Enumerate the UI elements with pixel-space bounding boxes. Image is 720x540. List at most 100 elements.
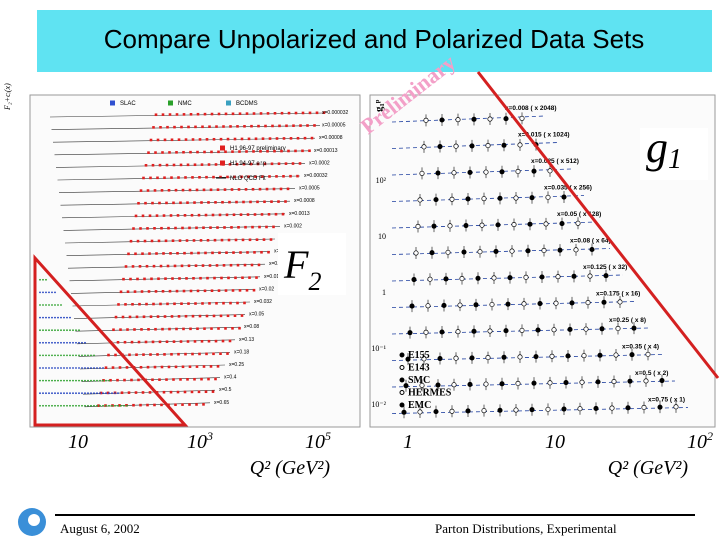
data-point xyxy=(48,316,50,319)
data-point xyxy=(254,175,257,178)
data-point xyxy=(263,200,266,204)
data-point xyxy=(555,274,561,280)
data-point xyxy=(202,365,206,368)
data-point xyxy=(282,174,285,178)
data-point xyxy=(429,250,435,256)
data-point xyxy=(517,354,523,360)
data-point xyxy=(116,341,120,344)
legend-label: NLO QCD Fit xyxy=(230,176,266,182)
data-point xyxy=(250,263,254,267)
data-point xyxy=(72,392,74,395)
data-point xyxy=(222,264,226,267)
data-point xyxy=(501,142,507,148)
bin-label: x=0.08 ( x 64) xyxy=(570,238,611,245)
data-point xyxy=(51,316,53,319)
data-point xyxy=(407,330,413,336)
data-point xyxy=(87,354,89,357)
data-point xyxy=(281,212,285,216)
data-point xyxy=(188,403,191,406)
legend-marker xyxy=(399,390,405,395)
data-point xyxy=(220,276,223,280)
data-point xyxy=(435,170,441,176)
data-point xyxy=(439,117,445,123)
data-point xyxy=(51,341,53,344)
data-point xyxy=(195,403,198,406)
data-point xyxy=(57,329,59,332)
data-point xyxy=(114,392,116,395)
data-point xyxy=(81,392,83,395)
data-point xyxy=(87,367,89,369)
data-point xyxy=(180,302,183,305)
data-point xyxy=(313,124,316,127)
data-point xyxy=(63,404,65,407)
data-point xyxy=(481,408,487,414)
title-bar xyxy=(37,10,712,72)
data-point xyxy=(141,214,145,218)
data-point xyxy=(149,138,153,142)
data-point xyxy=(93,404,95,407)
data-point xyxy=(252,112,256,115)
data-point xyxy=(240,137,244,141)
data-point xyxy=(97,404,100,407)
data-point xyxy=(54,329,56,332)
data-point xyxy=(226,137,230,141)
data-point xyxy=(159,125,162,129)
data-point xyxy=(487,116,493,122)
data-point xyxy=(142,353,145,356)
data-point xyxy=(286,187,290,191)
data-point xyxy=(145,264,149,268)
legend-label: SLAC xyxy=(120,101,136,107)
data-point xyxy=(629,352,635,358)
data-point xyxy=(99,392,101,395)
data-point xyxy=(272,225,275,229)
data-point xyxy=(75,367,77,369)
data-point xyxy=(75,392,77,395)
data-point xyxy=(274,212,278,216)
data-point xyxy=(54,367,56,369)
data-point xyxy=(128,353,131,357)
data-point xyxy=(42,404,44,407)
data-point xyxy=(529,407,535,413)
data-point xyxy=(531,380,537,386)
data-point xyxy=(69,354,71,357)
data-point xyxy=(165,340,169,344)
data-point xyxy=(151,378,154,382)
data-point xyxy=(298,162,302,165)
data-point xyxy=(183,251,186,255)
tick-base: 1 xyxy=(403,431,413,453)
data-point xyxy=(39,329,41,332)
data-point xyxy=(186,201,189,204)
data-point xyxy=(186,163,190,167)
data-point xyxy=(105,392,107,395)
logo-inner xyxy=(28,514,40,526)
data-point xyxy=(39,341,41,344)
bin-label: x=0.25 xyxy=(229,362,244,368)
data-point xyxy=(87,392,89,395)
data-point xyxy=(63,367,65,369)
data-point xyxy=(170,352,173,356)
data-point xyxy=(154,290,158,293)
data-point xyxy=(279,187,283,191)
bin-label: x=0.00013 xyxy=(314,148,338,154)
data-point xyxy=(57,354,59,357)
data-point xyxy=(51,379,53,382)
data-point xyxy=(221,200,224,204)
data-point xyxy=(42,392,44,395)
data-point xyxy=(215,301,218,305)
bin-label: x=0.032 xyxy=(254,299,272,305)
data-point xyxy=(39,316,41,319)
bin-label: x=0.05 ( x 128) xyxy=(557,211,601,218)
data-point xyxy=(39,278,41,281)
data-point xyxy=(69,341,71,344)
data-point xyxy=(150,239,154,243)
data-point xyxy=(465,408,471,414)
data-point xyxy=(149,176,152,180)
data-point xyxy=(189,289,193,293)
data-point xyxy=(233,314,237,317)
bin-label: x=0.35 ( x 4) xyxy=(622,344,659,351)
data-point xyxy=(257,124,260,128)
data-point xyxy=(48,392,50,395)
data-point xyxy=(270,200,273,203)
footer-text: Parton Distributions, Experimental xyxy=(435,521,617,536)
data-point xyxy=(87,379,89,382)
